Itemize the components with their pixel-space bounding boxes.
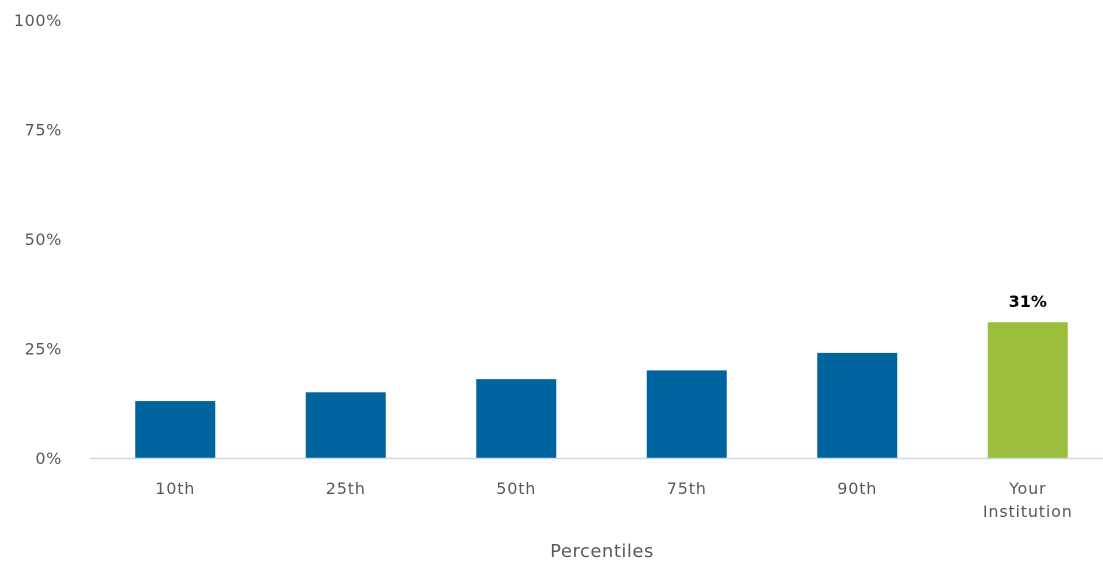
- x-category-label: 10th: [155, 479, 195, 498]
- bar: [135, 401, 216, 458]
- bar: [646, 370, 727, 458]
- x-axis-categories: 10th 25th 50th 75th 90th Your Institution: [155, 479, 1072, 521]
- y-tick-label: 0%: [35, 449, 62, 468]
- x-category-label: 50th: [496, 479, 536, 498]
- bars: [135, 322, 1068, 458]
- bar: [305, 392, 386, 458]
- x-category-label: Your Institution: [983, 479, 1073, 521]
- y-tick-label: 25%: [25, 340, 62, 359]
- bar: [817, 352, 898, 458]
- x-category-label: 25th: [326, 479, 366, 498]
- y-axis-ticks: 0% 25% 50% 75% 100%: [14, 11, 62, 468]
- y-tick-label: 100%: [14, 11, 62, 30]
- y-tick-label: 50%: [25, 230, 62, 249]
- bar: [476, 379, 557, 458]
- data-labels: 31%: [1009, 292, 1047, 311]
- x-category-label: 90th: [837, 479, 877, 498]
- x-category-label: 75th: [667, 479, 707, 498]
- data-label: 31%: [1009, 292, 1047, 311]
- bar-highlight: [987, 322, 1068, 458]
- y-tick-label: 75%: [25, 121, 62, 140]
- x-axis-title: Percentiles: [550, 541, 654, 562]
